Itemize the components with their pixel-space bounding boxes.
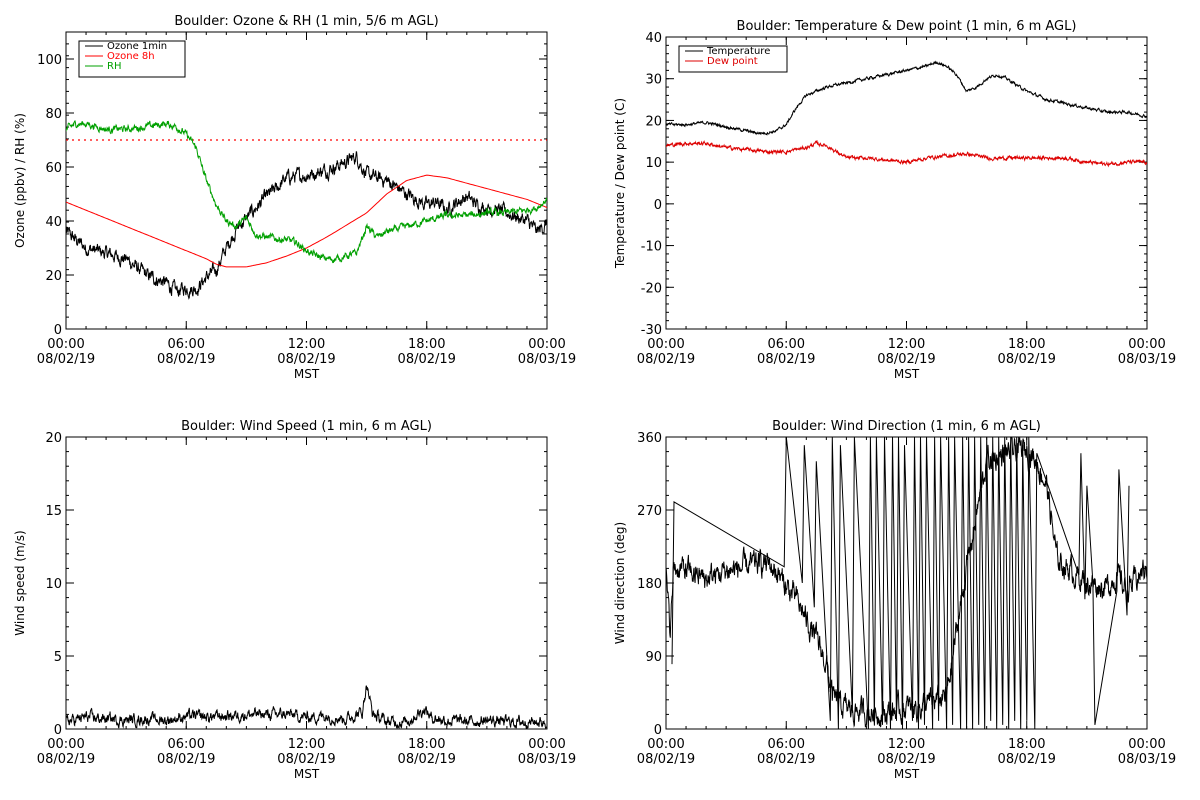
legend-label: Dew point: [707, 56, 758, 67]
series-line-2: [671, 437, 1130, 729]
x-tick-time-label: 00:00: [528, 737, 565, 752]
chart-panel-4: Boulder: Wind Direction (1 min, 6 m AGL)…: [613, 419, 1176, 781]
x-tick-date-label: 08/02/19: [637, 352, 695, 367]
series-line-ozone-8h: [66, 174, 547, 268]
x-tick-time-label: 18:00: [1008, 737, 1045, 752]
x-tick-time-label: 00:00: [47, 337, 84, 352]
legend-label: RH: [107, 61, 121, 72]
legend-box: [78, 40, 186, 78]
x-tick-date-label: 08/02/19: [637, 752, 695, 767]
plot-frame: [65, 436, 548, 730]
series-line-1: [666, 437, 1147, 728]
chart-title: Boulder: Ozone & RH (1 min, 5/6 m AGL): [174, 14, 438, 29]
chart-panel-2: Boulder: Temperature & Dew point (1 min,…: [613, 19, 1176, 381]
chart-title: Boulder: Wind Speed (1 min, 6 m AGL): [181, 419, 432, 434]
x-tick-date-label: 08/02/19: [157, 352, 215, 367]
x-tick-time-label: 00:00: [647, 737, 684, 752]
x-tick-time-label: 06:00: [168, 337, 205, 352]
y-tick-label: 40: [645, 31, 662, 46]
y-tick-label: 90: [645, 650, 662, 665]
chart-panel-3: Boulder: Wind Speed (1 min, 6 m AGL) 0 5 10…: [13, 419, 576, 781]
x-tick-time-label: 12:00: [888, 737, 925, 752]
chart-title: Boulder: Temperature & Dew point (1 min,…: [737, 19, 1077, 34]
x-tick-date-label: 08/03/19: [518, 752, 576, 767]
y-tick-label: 15: [45, 504, 62, 519]
x-tick-date-label: 08/02/19: [398, 352, 456, 367]
x-tick-time-label: 00:00: [647, 337, 684, 352]
x-tick-time-label: 06:00: [768, 737, 805, 752]
y-axis-label: Wind direction (deg): [613, 522, 627, 644]
x-tick-time-label: 12:00: [288, 737, 325, 752]
x-tick-date-label: 08/02/19: [757, 752, 815, 767]
x-tick-date-label: 08/02/19: [398, 752, 456, 767]
y-tick-label: 0: [654, 723, 662, 738]
y-tick-label: 0: [54, 723, 62, 738]
x-tick-time-label: 06:00: [768, 337, 805, 352]
y-axis-label: Wind speed (m/s): [13, 530, 27, 635]
x-tick-time-label: 18:00: [408, 737, 445, 752]
x-tick-date-label: 08/03/19: [1118, 752, 1176, 767]
y-tick-label: 100: [37, 53, 62, 68]
x-axis-label: MST: [894, 767, 920, 781]
x-tick-time-label: 00:00: [1128, 337, 1165, 352]
y-tick-label: -20: [641, 281, 662, 296]
x-tick-date-label: 08/02/19: [998, 752, 1056, 767]
x-tick-time-label: 00:00: [1128, 737, 1165, 752]
y-tick-label: 60: [45, 161, 62, 176]
y-tick-label: 20: [45, 431, 62, 446]
legend-label: Ozone 1min: [107, 41, 167, 52]
legend-label: Ozone 8h: [107, 51, 155, 62]
y-axis-label: Ozone (ppbv) / RH (%): [13, 113, 27, 248]
y-axis-label: Temperature / Dew point (C): [613, 98, 627, 269]
y-tick-label: 30: [645, 73, 662, 88]
x-tick-time-label: 06:00: [168, 737, 205, 752]
x-tick-date-label: 08/02/19: [277, 752, 335, 767]
chart-title: Boulder: Wind Direction (1 min, 6 m AGL): [772, 419, 1041, 434]
x-tick-date-label: 08/02/19: [157, 752, 215, 767]
y-tick-label: 5: [54, 650, 62, 665]
series-line-dew-point: [666, 139, 1147, 168]
series-line-temperature: [666, 60, 1147, 136]
x-tick-time-label: 00:00: [47, 737, 84, 752]
y-tick-label: 40: [45, 215, 62, 230]
plot-frame: [665, 436, 1148, 730]
x-tick-date-label: 08/02/19: [877, 352, 935, 367]
y-tick-label: -30: [641, 323, 662, 338]
y-tick-label: 20: [45, 269, 62, 284]
x-axis-label: MST: [294, 367, 320, 381]
x-tick-date-label: 08/02/19: [877, 752, 935, 767]
y-tick-label: 0: [654, 198, 662, 213]
x-tick-date-label: 08/02/19: [37, 752, 95, 767]
y-tick-label: 10: [45, 577, 62, 592]
y-tick-label: 80: [45, 107, 62, 122]
x-tick-time-label: 12:00: [888, 337, 925, 352]
y-tick-label: 20: [645, 114, 662, 129]
x-tick-time-label: 12:00: [288, 337, 325, 352]
series-line-ozone-1min: [66, 151, 547, 300]
x-tick-date-label: 08/02/19: [277, 352, 335, 367]
series-line-1: [66, 685, 547, 729]
series-line-rh: [66, 120, 547, 264]
x-tick-date-label: 08/02/19: [37, 352, 95, 367]
y-tick-label: 270: [637, 504, 662, 519]
y-tick-label: 180: [637, 577, 662, 592]
x-axis-label: MST: [894, 367, 920, 381]
y-tick-label: 10: [645, 156, 662, 171]
legend-label: Temperature: [706, 46, 770, 57]
x-tick-date-label: 08/03/19: [518, 352, 576, 367]
y-tick-label: 0: [54, 323, 62, 338]
x-tick-time-label: 18:00: [408, 337, 445, 352]
x-tick-time-label: 00:00: [528, 337, 565, 352]
chart-panel-1: Boulder: Ozone & RH (1 min, 5/6 m AGL) 0 2…: [13, 14, 576, 381]
x-tick-date-label: 08/02/19: [757, 352, 815, 367]
legend-box: [678, 45, 788, 73]
x-tick-date-label: 08/03/19: [1118, 352, 1176, 367]
x-tick-time-label: 18:00: [1008, 337, 1045, 352]
y-tick-label: -10: [641, 240, 662, 255]
plot-frame: [665, 36, 1148, 330]
x-tick-date-label: 08/02/19: [998, 352, 1056, 367]
x-axis-label: MST: [294, 767, 320, 781]
y-tick-label: 360: [637, 431, 662, 446]
